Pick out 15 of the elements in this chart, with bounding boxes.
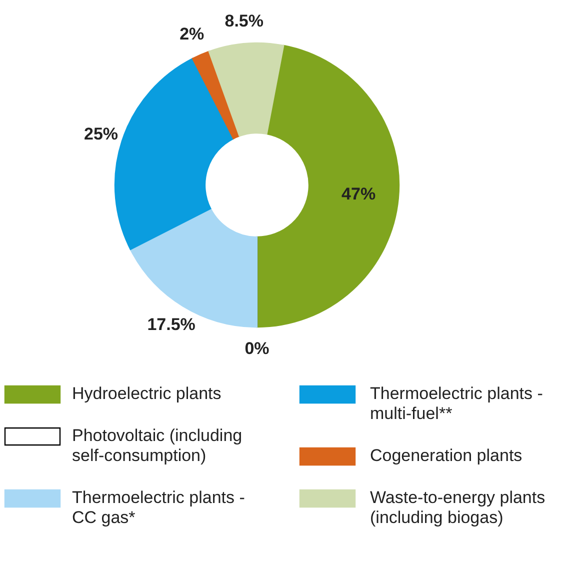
data-label: 8.5% <box>224 12 264 31</box>
legend-label: Cogeneration plants <box>370 446 522 465</box>
text: 0% <box>244 339 270 358</box>
legend-label: Waste-to-energy plants (including biogas) <box>370 488 546 527</box>
donut-slice <box>192 50 240 140</box>
donut-slice <box>256 44 400 328</box>
data-label: 17.5% <box>147 314 196 334</box>
legend-label: Thermoelectric plants - CC gas* <box>72 488 245 527</box>
donut-slice <box>208 42 284 137</box>
data-label: 25% <box>84 124 118 144</box>
data-label: 47% <box>342 184 376 204</box>
legend-label: Hydroelectric plants <box>72 384 222 403</box>
legend-label: Photovoltaic (including self-consumption) <box>72 426 242 465</box>
legend-label: Thermoelectric plants - multi-fuel** <box>370 384 543 423</box>
data-label: 2% <box>180 24 204 44</box>
